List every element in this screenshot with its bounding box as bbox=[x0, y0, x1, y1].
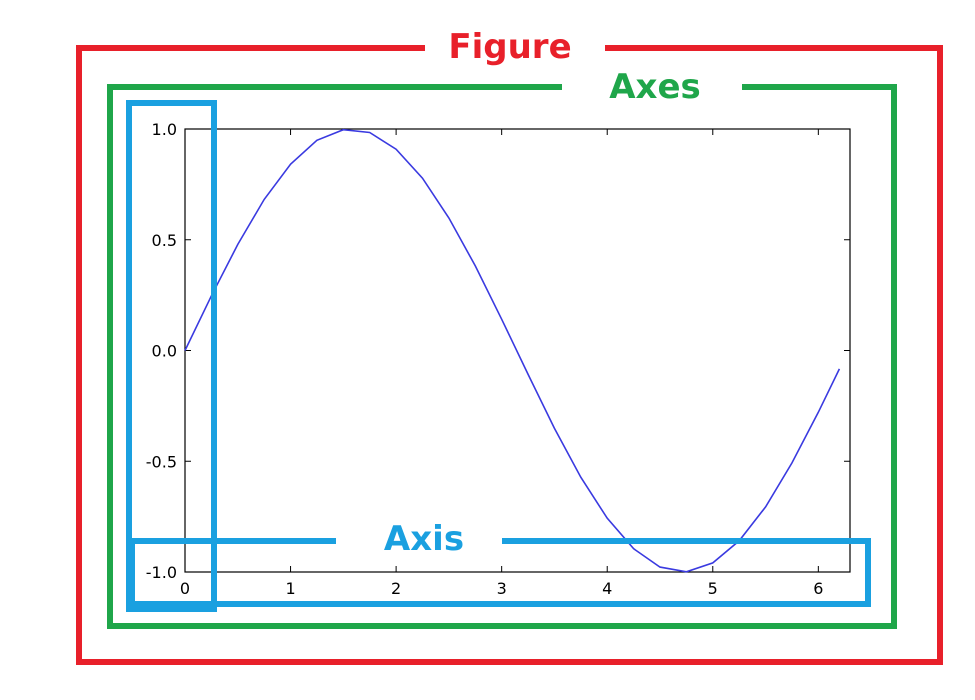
figure-frame-border bbox=[76, 45, 943, 665]
y-tick-label-4: -1.0 bbox=[146, 563, 177, 582]
x-tick-label-6: 6 bbox=[813, 579, 823, 598]
tick-labels: 0 1 2 3 4 5 6 1.0 0.5 0.0 -0.5 -1.0 bbox=[146, 120, 824, 598]
axes-frame bbox=[107, 84, 897, 629]
plot-area: 0 1 2 3 4 5 6 1.0 0.5 0.0 -0.5 -1.0 bbox=[146, 120, 851, 598]
sine-curve bbox=[184, 128, 841, 573]
figure-label: Figure bbox=[448, 27, 571, 67]
x-tick-label-0: 0 bbox=[180, 579, 190, 598]
axes-label: Axes bbox=[609, 67, 701, 107]
y-tick-label-0: 1.0 bbox=[152, 120, 177, 139]
y-tick-label-2: 0.0 bbox=[152, 342, 177, 361]
x-tick-label-5: 5 bbox=[708, 579, 718, 598]
y-tick-label-1: 0.5 bbox=[152, 231, 177, 250]
axis-label: Axis bbox=[384, 519, 464, 559]
tick-marks bbox=[184, 128, 850, 573]
x-tick-label-3: 3 bbox=[497, 579, 507, 598]
x-axis-box bbox=[129, 538, 871, 607]
x-tick-label-1: 1 bbox=[285, 579, 295, 598]
x-tick-label-4: 4 bbox=[602, 579, 612, 598]
y-tick-label-3: -0.5 bbox=[146, 452, 177, 471]
y-axis-box bbox=[126, 100, 217, 612]
figure-frame bbox=[76, 45, 943, 665]
axis-boxes bbox=[126, 100, 871, 612]
axes-frame-border bbox=[107, 84, 897, 629]
x-tick-label-2: 2 bbox=[391, 579, 401, 598]
